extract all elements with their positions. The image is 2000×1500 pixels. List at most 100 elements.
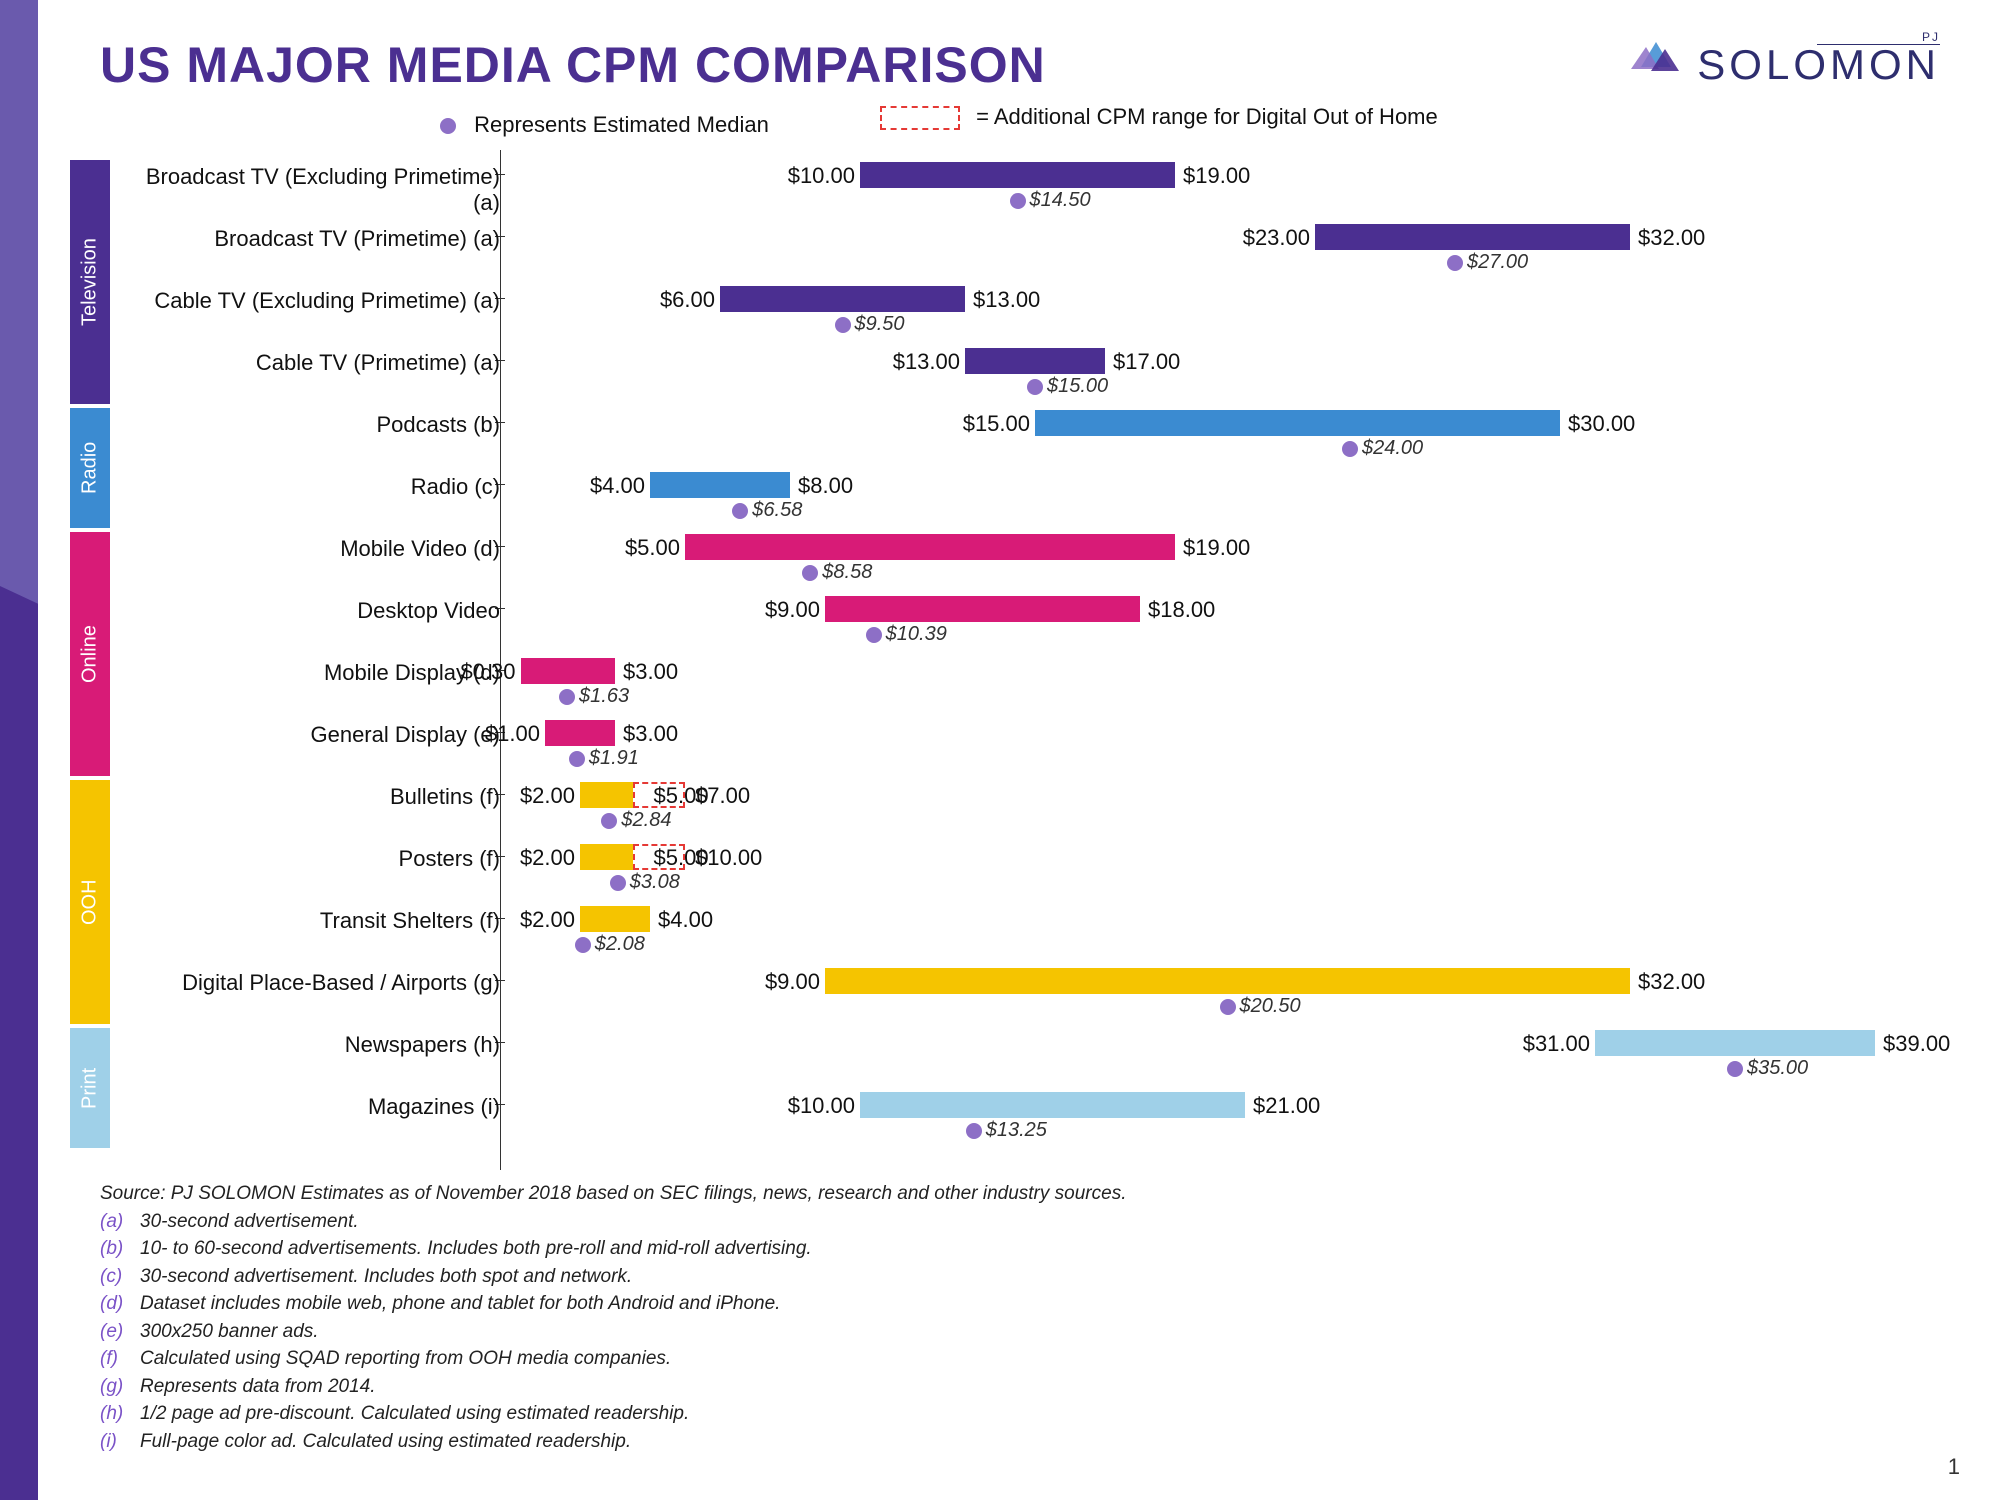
low-value: $2.00 [490,845,575,871]
footnote: (h)1/2 page ad pre-discount. Calculated … [100,1400,1126,1428]
legend-dooh-label: = Additional CPM range for Digital Out o… [976,104,1438,129]
footnote-text: 10- to 60-second advertisements. Include… [140,1238,812,1259]
low-value: $6.00 [630,287,715,313]
logo-name: SOLOMON [1697,41,1940,88]
category-label: OOH [70,780,110,1024]
footnote-text: 30-second advertisement. Includes both s… [140,1266,632,1287]
median-dot-icon [601,813,617,829]
footnote-text: 1/2 page ad pre-discount. Calculated usi… [140,1403,689,1424]
median-dot-icon [1342,441,1358,457]
range-bar [521,658,616,684]
footnote-letter: (e) [100,1318,140,1346]
high-value: $30.00 [1568,411,1635,437]
low-value: $2.00 [490,907,575,933]
chart-row: Desktop Video$9.00$18.00$10.39 [110,594,1920,642]
median-dot-icon [835,317,851,333]
high-value: $17.00 [1113,349,1180,375]
footnote-letter: (f) [100,1345,140,1373]
median-dot-icon [1010,193,1026,209]
footnote-text: Full-page color ad. Calculated using est… [140,1431,631,1452]
range-bar [965,348,1105,374]
footnote: (b)10- to 60-second advertisements. Incl… [100,1235,1126,1263]
chart-row: Mobile Video (d)$5.00$19.00$8.58 [110,532,1920,580]
row-label: Cable TV (Primetime) (a) [120,350,500,376]
chart-row: Radio (c)$4.00$8.00$6.58 [110,470,1920,518]
low-value: $10.00 [770,1093,855,1119]
high-value: $3.00 [623,659,678,685]
range-bar [860,1092,1245,1118]
median-dot-icon [569,751,585,767]
median-dot-icon [575,937,591,953]
high-value: $13.00 [973,287,1040,313]
range-bar [650,472,790,498]
median-dot-icon [559,689,575,705]
median-dot-icon [1727,1061,1743,1077]
footnote-letter: (h) [100,1400,140,1428]
range-bar [685,534,1175,560]
low-value: $9.00 [735,597,820,623]
page-number: 1 [1948,1454,1960,1480]
median-value: $8.58 [822,561,872,584]
low-value: $1.00 [455,721,540,747]
median-value: $2.84 [621,809,671,832]
low-value: $15.00 [945,411,1030,437]
dooh-high-value: $10.00 [695,845,762,871]
row-label: Broadcast TV (Primetime) (a) [120,226,500,252]
chart-row: General Display (e)$1.00$3.00$1.91 [110,718,1920,766]
range-bar [1035,410,1560,436]
footnote-letter: (b) [100,1235,140,1263]
dooh-high-value: $7.00 [695,783,750,809]
median-value: $24.00 [1362,437,1423,460]
category-label: Radio [70,408,110,528]
chart-row: Newspapers (h)$31.00$39.00$35.00 [110,1028,1920,1076]
low-value: $31.00 [1505,1031,1590,1057]
chart-row: Broadcast TV (Primetime) (a)$23.00$32.00… [110,222,1920,270]
range-bar [1595,1030,1875,1056]
footnote: (e)300x250 banner ads. [100,1318,1126,1346]
low-value: $10.00 [770,163,855,189]
cpm-chart: TelevisionRadioOnlineOOHPrintBroadcast T… [100,150,1920,1170]
footnote-text: 300x250 banner ads. [140,1321,319,1342]
legend-median: Represents Estimated Median [440,112,769,138]
high-value: $19.00 [1183,163,1250,189]
median-value: $6.58 [752,499,802,522]
legend-median-label: Represents Estimated Median [474,112,769,137]
page-title: US MAJOR MEDIA CPM COMPARISON [100,36,1046,94]
high-value: $21.00 [1253,1093,1320,1119]
footnote-text: Dataset includes mobile web, phone and t… [140,1293,780,1314]
row-label: Magazines (i) [120,1094,500,1120]
row-label: Desktop Video [120,598,500,624]
chart-row: Magazines (i)$10.00$21.00$13.25 [110,1090,1920,1138]
high-value: $32.00 [1638,225,1705,251]
range-bar [825,968,1630,994]
median-value: $20.50 [1240,995,1301,1018]
high-value: $18.00 [1148,597,1215,623]
row-label: General Display (e) [120,722,500,748]
median-dot-icon [1220,999,1236,1015]
chart-row: Mobile Display (d)$0.30$3.00$1.63 [110,656,1920,704]
row-label: Newspapers (h) [120,1032,500,1058]
low-value: $13.00 [875,349,960,375]
median-value: $1.63 [579,685,629,708]
chart-row: Transit Shelters (f)$2.00$4.00$2.08 [110,904,1920,952]
median-dot-icon [966,1123,982,1139]
footnote: (i)Full-page color ad. Calculated using … [100,1428,1126,1456]
footnote-text: 30-second advertisement. [140,1211,359,1232]
median-value: $9.50 [855,313,905,336]
footnote-letter: (i) [100,1428,140,1456]
chart-row: Podcasts (b)$15.00$30.00$24.00 [110,408,1920,456]
row-label: Transit Shelters (f) [120,908,500,934]
logo: PJ SOLOMON [1631,30,1940,89]
median-value: $10.39 [886,623,947,646]
row-label: Radio (c) [120,474,500,500]
decorative-ribbon [0,0,38,1500]
high-value: $8.00 [798,473,853,499]
range-bar [1315,224,1630,250]
median-dot-icon [1027,379,1043,395]
source-line: Source: PJ SOLOMON Estimates as of Novem… [100,1180,1126,1208]
footnote: (a)30-second advertisement. [100,1208,1126,1236]
low-value: $2.00 [490,783,575,809]
footnote: (g)Represents data from 2014. [100,1373,1126,1401]
median-value: $1.91 [589,747,639,770]
chart-row: Cable TV (Excluding Primetime) (a)$6.00$… [110,284,1920,332]
